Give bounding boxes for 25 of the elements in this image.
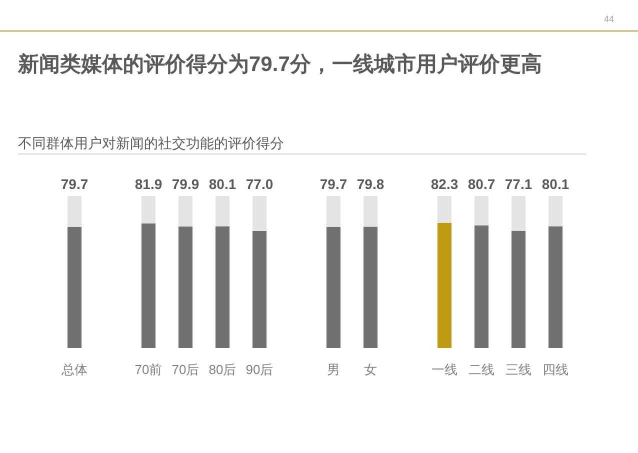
- data-label: 82.3: [430, 176, 458, 192]
- data-label: 79.8: [356, 176, 384, 192]
- x-tick-label: 三线: [506, 362, 532, 377]
- data-label: 80.1: [208, 176, 236, 192]
- x-tick-label: 70前: [134, 362, 162, 377]
- x-tick-label: 男: [327, 362, 340, 377]
- x-tick-label: 80后: [208, 362, 236, 377]
- x-tick-label: 70后: [172, 362, 200, 377]
- data-label: 80.7: [468, 176, 496, 192]
- data-label: 79.9: [172, 176, 200, 192]
- x-tick-label: 90后: [246, 362, 274, 377]
- title: 新闻类媒体的评价得分为79.7分，一线城市用户评价更高: [18, 53, 542, 76]
- annotation: 44: [604, 14, 614, 24]
- data-label: 77.0: [246, 176, 274, 192]
- x-tick-label: 女: [364, 362, 377, 377]
- subtitle: 不同群体用户对新闻的社交功能的评价得分: [18, 135, 284, 151]
- x-tick-label: 四线: [542, 362, 568, 377]
- data-label: 77.1: [504, 176, 532, 192]
- data-label: 80.1: [542, 176, 570, 192]
- data-label: 81.9: [134, 176, 162, 192]
- x-tick-label: 二线: [468, 362, 494, 377]
- x-tick-label: 一线: [432, 362, 458, 377]
- data-label: 79.7: [320, 176, 348, 192]
- data-label: 79.7: [60, 176, 88, 192]
- x-tick-label: 总体: [62, 362, 88, 377]
